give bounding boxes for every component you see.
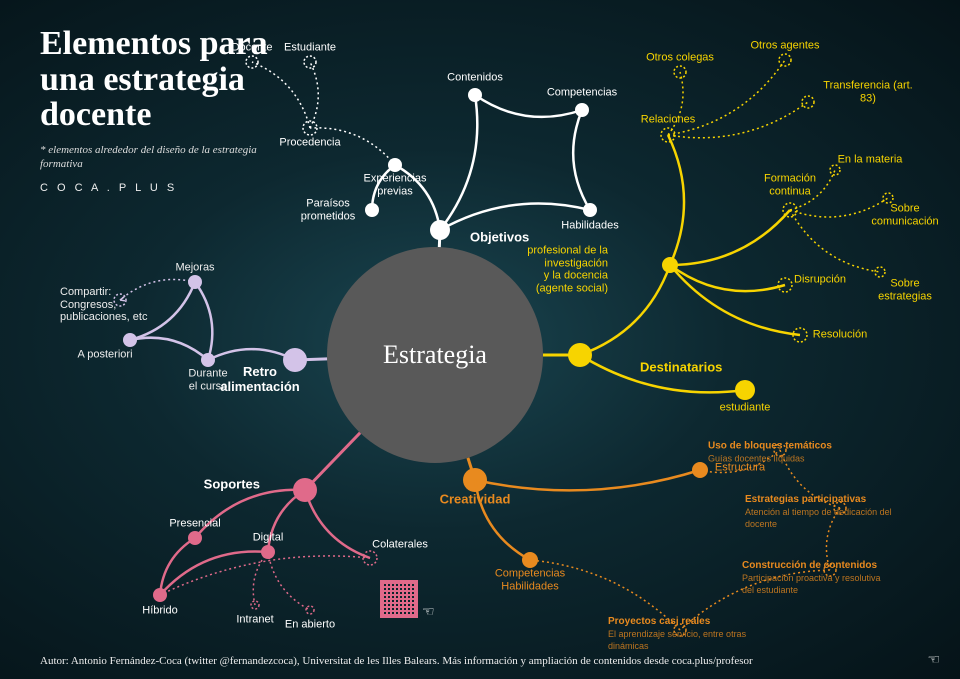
node-transferencia: Transferencia (art. 83) (822, 79, 914, 104)
branch-label-creatividad: Creatividad (440, 493, 511, 508)
node-construccion: Construcción de contenidosParticipación … (742, 559, 892, 597)
node-procedencia: Procedencia (279, 137, 340, 150)
node-hibrido: Híbrido (142, 605, 177, 618)
pointer-icon: ☜ (422, 604, 435, 621)
node-sobre_com: Sobre comunicación (871, 202, 938, 227)
node-compartir: Compartir: Congresos, publicaciones, etc (60, 286, 147, 324)
node-resolucion: Resolución (813, 329, 867, 342)
node-estudiante2: estudiante (720, 402, 771, 415)
node-profesional: profesional de la investigación y la doc… (527, 245, 608, 296)
footer-text: Autor: Antonio Fernández-Coca (twitter @… (40, 655, 920, 667)
brand-label: C O C A . P L U S (40, 182, 280, 194)
node-aposteriori: A posteriori (77, 349, 132, 362)
node-bloques: Uso de bloques temáticosGuías docentes l… (708, 439, 858, 464)
node-colaterales: Colaterales (372, 539, 428, 552)
node-habilidades: Habilidades (561, 220, 618, 233)
node-disrupcion: Disrupción (794, 274, 846, 287)
node-contenidos: Contenidos (447, 72, 503, 85)
page-subtitle: * elementos alrededor del diseño de la e… (40, 143, 280, 172)
node-paraisos: Paraísos prometidos (301, 197, 355, 222)
node-docente: Docente (232, 42, 273, 55)
node-participativas: Estrategias participativasAtención al ti… (745, 493, 895, 531)
node-competencias: Competencias (547, 87, 617, 100)
branch-label-destinatarios: Destinatarios (640, 361, 722, 376)
footer-pointer-icon: ☜ (927, 652, 940, 669)
node-presencial: Presencial (169, 518, 220, 531)
qr-code[interactable] (380, 580, 418, 618)
node-estudiante: Estudiante (284, 42, 336, 55)
node-en_materia: En la materia (838, 154, 903, 167)
node-relaciones: Relaciones (641, 114, 695, 127)
node-sobre_estr: Sobre estrategias (878, 277, 932, 302)
node-proyectos: Proyectos casi realesEl aprendizaje serv… (608, 615, 758, 653)
branch-label-retro: Retro alimentación (220, 365, 299, 395)
node-experiencias: Experiencias previas (364, 172, 427, 197)
branch-label-soportes: Soportes (204, 478, 260, 493)
node-formacion: Formación continua (764, 172, 816, 197)
branch-label-objetivos: Objetivos (470, 231, 529, 246)
node-otros_agentes: Otros agentes (750, 40, 819, 53)
node-otros_colegas: Otros colegas (646, 52, 714, 65)
node-mejoras: Mejoras (175, 262, 214, 275)
center-label: Estrategia (383, 340, 487, 370)
node-intranet: Intranet (236, 614, 273, 627)
node-comp_hab: Competencias Habilidades (495, 567, 565, 592)
node-en_abierto: En abierto (285, 619, 335, 632)
node-digital: Digital (253, 532, 284, 545)
